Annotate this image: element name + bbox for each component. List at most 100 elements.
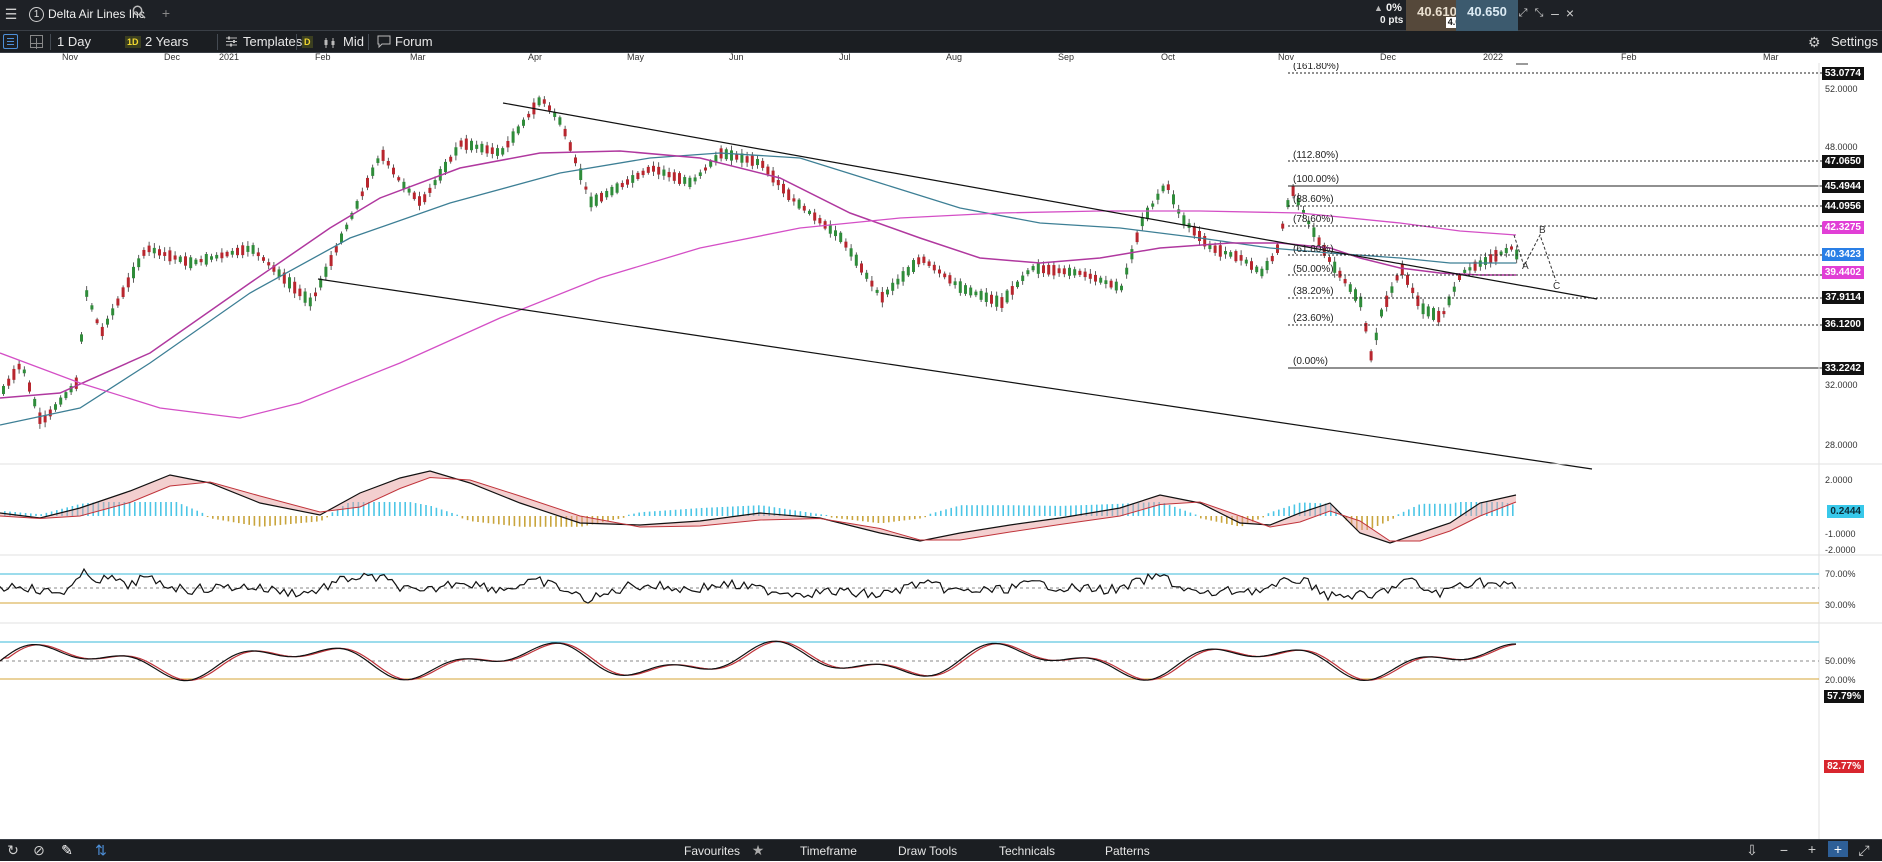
- candle-body: [917, 257, 921, 265]
- macd-histogram-bar: [914, 516, 916, 520]
- plus-icon[interactable]: +: [161, 5, 171, 21]
- time-axis-label: Jun: [729, 52, 744, 62]
- settings-button[interactable]: Settings: [1831, 34, 1878, 49]
- fibonacci-retracement[interactable]: [1288, 72, 1822, 369]
- interval-select[interactable]: 1 Day: [57, 34, 91, 49]
- toolbar-divider: [296, 34, 297, 50]
- patterns-button[interactable]: Patterns: [1105, 844, 1150, 858]
- time-axis-label: Dec: [164, 52, 181, 62]
- fib-level-label: (61.80%): [1293, 244, 1334, 255]
- candle-body: [1104, 280, 1108, 285]
- candle-body: [1395, 275, 1399, 281]
- layout-grid-icon[interactable]: [30, 35, 43, 49]
- refresh-icon[interactable]: ↻: [7, 842, 19, 858]
- pencil-icon[interactable]: ✎: [61, 842, 73, 858]
- candle-body: [496, 148, 499, 156]
- time-axis-label: Dec: [1380, 52, 1397, 62]
- candle-body: [1265, 260, 1269, 271]
- candle-body: [558, 117, 562, 125]
- candle-body: [1411, 287, 1415, 294]
- fib-level-label: (161.80%): [1293, 63, 1339, 72]
- channel-upper-trendline[interactable]: [502, 102, 1598, 300]
- collapse-icon[interactable]: ⤡: [1534, 7, 1544, 19]
- minimize-icon[interactable]: –: [1551, 5, 1559, 21]
- macd-histogram-bar: [680, 509, 682, 516]
- wave-label: B: [1539, 225, 1546, 236]
- macd-histogram-bar: [763, 505, 765, 516]
- draw-tools-button[interactable]: Draw Tools: [898, 844, 958, 858]
- candle-body: [1083, 271, 1087, 278]
- magnet-icon[interactable]: ⇅: [95, 842, 107, 858]
- candle-body: [1421, 303, 1425, 315]
- candle-body: [1416, 295, 1420, 306]
- macd-histogram-bar: [310, 516, 313, 523]
- macd-histogram-bar: [180, 504, 183, 516]
- price-type-select[interactable]: Mid: [343, 34, 364, 49]
- candle-body: [152, 247, 156, 254]
- no-entry-icon[interactable]: ⊘: [33, 842, 45, 858]
- save-chart-icon[interactable]: ⇩: [1746, 842, 1758, 858]
- macd-histogram-bar: [108, 502, 110, 516]
- candle-body: [163, 252, 167, 256]
- candle-body: [1338, 270, 1342, 278]
- current-date-marker-icon[interactable]: [1516, 63, 1528, 65]
- macd-histogram-bar: [607, 516, 609, 522]
- fullscreen-icon[interactable]: ⤢: [1858, 842, 1870, 858]
- candle-body: [979, 290, 983, 300]
- hamburger-icon[interactable]: ☰: [4, 6, 18, 22]
- candle-body: [74, 377, 78, 389]
- price-tag-fib-88: 44.0956: [1821, 200, 1864, 213]
- price-tag-fib-100: 45.4944: [1821, 180, 1864, 193]
- macd-histogram-bar: [633, 513, 635, 516]
- crosshair-icon[interactable]: +: [1828, 841, 1848, 857]
- candle-body: [54, 404, 57, 410]
- period-select[interactable]: 2 Years: [145, 34, 189, 49]
- favourites-button[interactable]: Favourites: [684, 844, 741, 858]
- close-icon[interactable]: ×: [1565, 5, 1575, 21]
- macd-histogram-bar: [1090, 504, 1093, 516]
- macd-histogram-bar: [804, 511, 807, 516]
- macd-histogram-bar: [451, 512, 453, 516]
- layout-list-icon[interactable]: [3, 34, 18, 49]
- macd-histogram-bar: [732, 506, 734, 516]
- star-icon[interactable]: ★: [751, 842, 765, 858]
- candle-body: [428, 187, 432, 193]
- macd-histogram-bar: [570, 516, 573, 527]
- macd-histogram-bar: [1033, 505, 1036, 516]
- candle-body: [527, 113, 531, 118]
- macd-histogram-bar: [1449, 503, 1452, 516]
- search-icon[interactable]: [131, 5, 147, 22]
- zoom-in-icon[interactable]: +: [1807, 841, 1817, 857]
- candle-body: [1328, 257, 1331, 262]
- templates-icon[interactable]: [225, 35, 238, 53]
- buy-price-button[interactable]: 40.650: [1456, 0, 1518, 31]
- expand-icon[interactable]: ⤢: [1518, 7, 1528, 19]
- candle-body: [563, 128, 567, 137]
- stochastic-k-line: [0, 640, 1517, 682]
- macd-histogram-bar: [638, 512, 640, 516]
- candle-body: [1458, 275, 1461, 280]
- macd-histogram-bar: [1293, 504, 1296, 516]
- candle-body: [574, 157, 577, 164]
- price-chart[interactable]: (161.80%) (112.80%) (100.00%) (88.60%) (…: [0, 63, 1882, 839]
- technicals-button[interactable]: Technicals: [999, 844, 1056, 858]
- settings-icon[interactable]: ⚙: [1808, 34, 1821, 50]
- templates-button[interactable]: Templates: [243, 34, 303, 49]
- price-type-badge: D: [302, 36, 313, 48]
- macd-histogram-bar: [300, 516, 302, 524]
- candle-body: [1484, 257, 1487, 265]
- channel-lower-trendline[interactable]: [317, 278, 1593, 470]
- instrument-name[interactable]: Delta Air Lines Inc: [48, 7, 145, 21]
- forum-button[interactable]: Forum: [395, 34, 433, 49]
- candle-body: [589, 196, 593, 208]
- macd-histogram-bar: [362, 502, 365, 516]
- candle-body: [1078, 270, 1082, 275]
- macd-histogram-bar: [758, 505, 760, 516]
- forum-icon[interactable]: [377, 35, 391, 53]
- timeframe-button[interactable]: Timeframe: [800, 844, 857, 858]
- zoom-out-icon[interactable]: −: [1779, 842, 1789, 858]
- price-tag-fib-38: 37.9114: [1822, 291, 1864, 304]
- candle-body: [735, 153, 739, 160]
- candle-body: [1031, 266, 1035, 271]
- wave-projection[interactable]: B A C: [1513, 225, 1560, 292]
